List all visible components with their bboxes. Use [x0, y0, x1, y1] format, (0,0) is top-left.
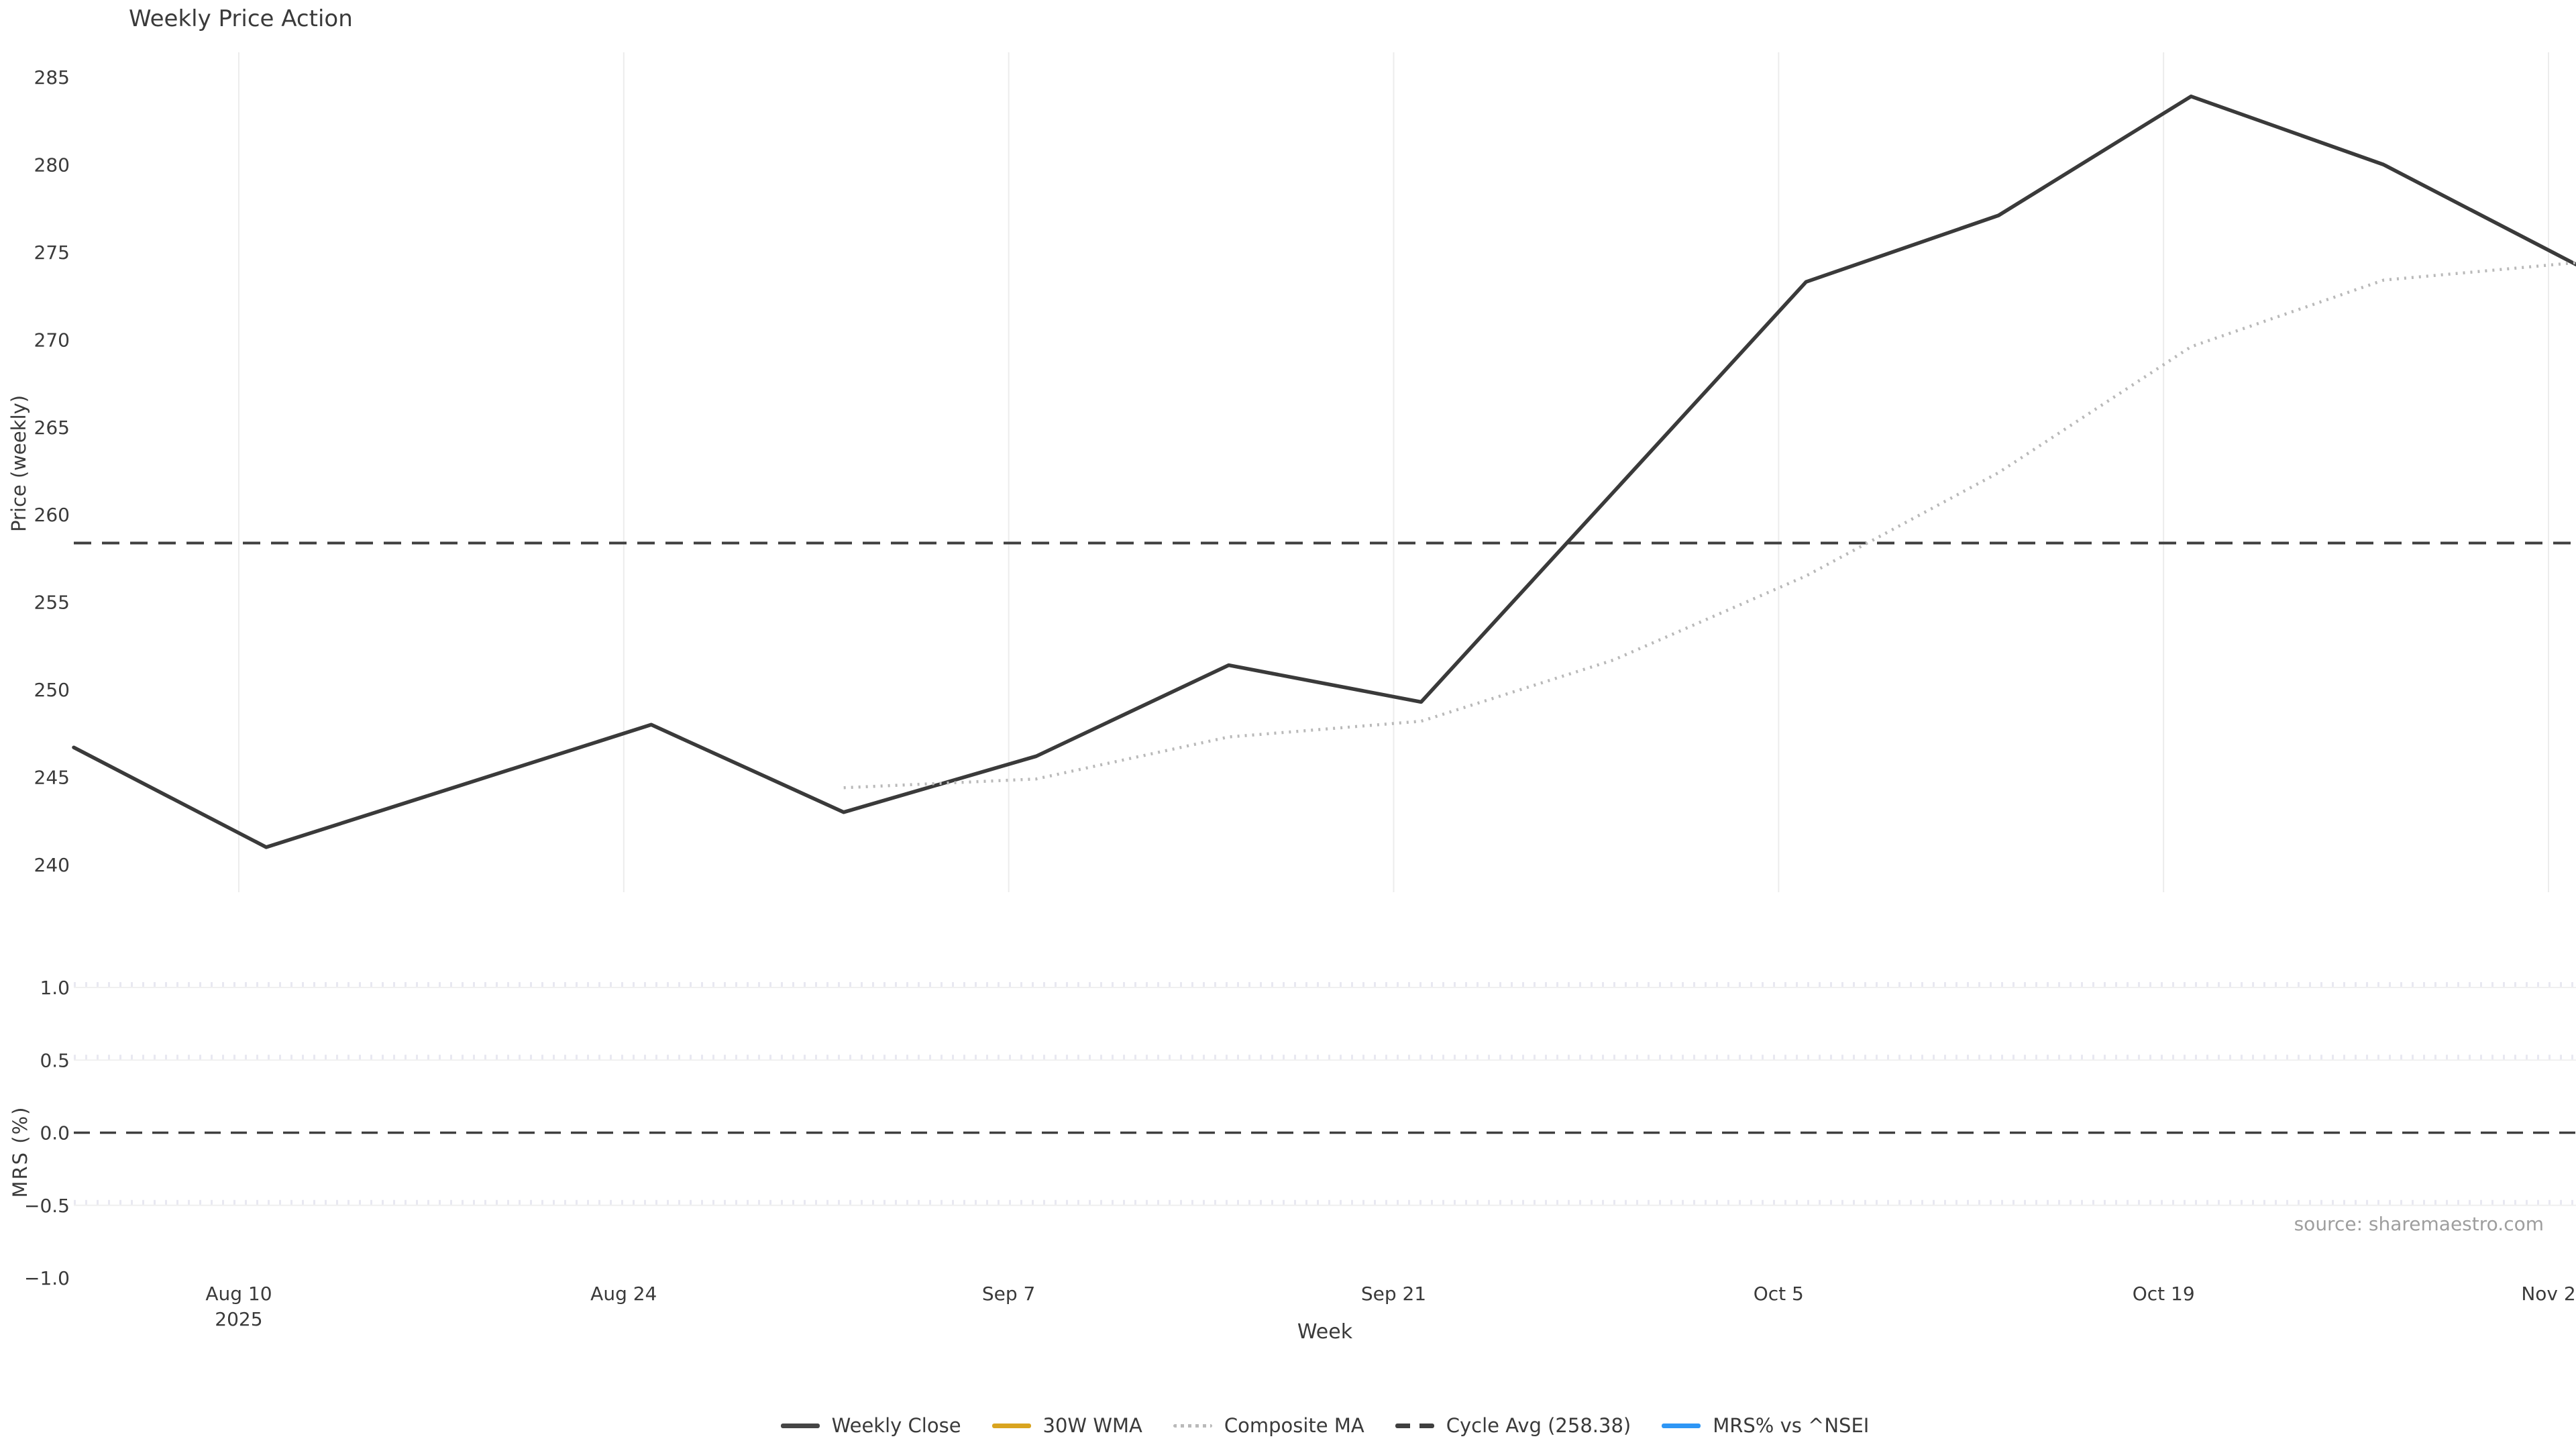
price-ytick-label: 270 — [34, 329, 70, 351]
xtick-label: Aug 24 — [590, 1283, 657, 1305]
mrs-axis-label: MRS (%) — [9, 1106, 32, 1198]
mrs-ytick-label: 0.5 — [40, 1049, 70, 1071]
legend-label: Cycle Avg (258.38) — [1446, 1414, 1631, 1437]
mrs-ytick-label: 0.0 — [40, 1122, 70, 1144]
xtick-label: Nov 2 — [2521, 1283, 2575, 1305]
weekly-close-line-swatch — [780, 1423, 820, 1428]
xtick-label: Sep 7 — [982, 1283, 1036, 1305]
legend-label: 30W WMA — [1042, 1414, 1142, 1437]
price-ytick-label: 275 — [34, 241, 70, 264]
price-ytick-label: 285 — [34, 66, 70, 89]
legend-label: Weekly Close — [831, 1414, 961, 1437]
price-ytick-label: 255 — [34, 592, 70, 614]
price-ytick-label: 265 — [34, 417, 70, 439]
price-ytick-label: 280 — [34, 154, 70, 176]
legend-item-composite-ma: Composite MA — [1173, 1414, 1364, 1437]
composite-ma-line-swatch — [1173, 1424, 1212, 1428]
mrs-ytick-label: −0.5 — [24, 1195, 70, 1217]
xtick-label: Oct 5 — [1754, 1283, 1804, 1305]
cycle-avg-line-swatch — [1395, 1423, 1434, 1428]
xtick-label: Oct 19 — [2133, 1283, 2195, 1305]
price-axis-label: Price (weekly) — [7, 394, 30, 532]
mrs-line-swatch — [1662, 1423, 1701, 1428]
wma-line-swatch — [991, 1423, 1031, 1428]
price-ytick-label: 260 — [34, 504, 70, 526]
legend-item-weekly-close: Weekly Close — [780, 1414, 961, 1437]
source-credit: source: sharemaestro.com — [2294, 1213, 2544, 1235]
price-ytick-label: 250 — [34, 679, 70, 701]
legend-item-cycle-avg: Cycle Avg (258.38) — [1395, 1414, 1631, 1437]
mrs-ytick-label: 1.0 — [40, 977, 70, 999]
chart-title: Weekly Price Action — [129, 5, 353, 32]
legend-label: MRS% vs ^NSEI — [1713, 1414, 1870, 1437]
xtick-year-label: 2025 — [215, 1308, 262, 1330]
legend-item-mrs: MRS% vs ^NSEI — [1662, 1414, 1869, 1437]
xtick-label: Sep 21 — [1361, 1283, 1426, 1305]
legend: Weekly Close 30W WMA Composite MA Cycle … — [74, 1414, 2576, 1437]
price-ytick-label: 245 — [34, 767, 70, 789]
series-composite-ma — [843, 261, 2576, 790]
legend-label: Composite MA — [1224, 1414, 1364, 1437]
series-weekly-close — [72, 94, 2576, 849]
mrs-ytick-label: −1.0 — [24, 1267, 70, 1289]
x-axis-label: Week — [1297, 1320, 1353, 1344]
legend-item-30w-wma: 30W WMA — [991, 1414, 1142, 1437]
xtick-label: Aug 10 — [205, 1283, 272, 1305]
price-ytick-label: 240 — [34, 854, 70, 876]
